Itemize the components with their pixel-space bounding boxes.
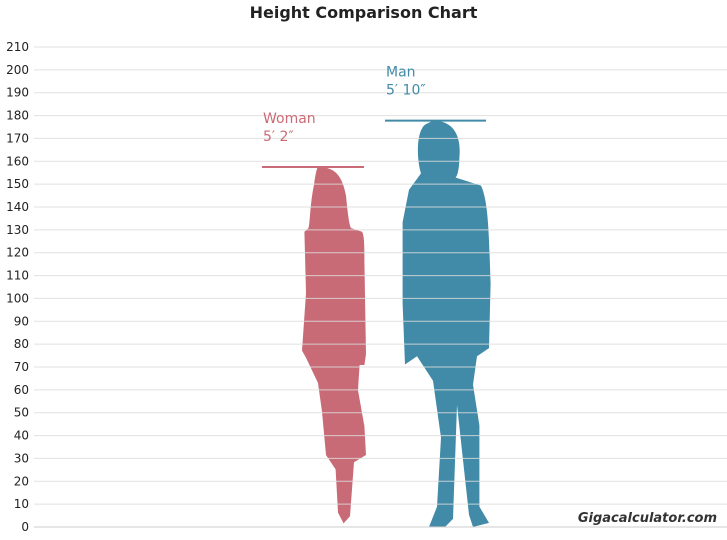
y-tick-label: 90 [14,314,29,328]
y-tick-label: 50 [14,406,29,420]
y-tick-label: 100 [6,291,29,305]
woman-height-label: 5′ 2″ [263,129,294,145]
y-tick-label: 140 [6,200,29,214]
woman-name-label: Woman [263,111,316,127]
y-tick-label: 200 [6,63,29,77]
y-tick-label: 0 [21,520,29,534]
y-tick-label: 40 [14,429,29,443]
man-height-label: 5′ 10″ [386,83,426,99]
y-tick-label: 150 [6,177,29,191]
y-tick-label: 80 [14,337,29,351]
y-tick-label: 30 [14,451,29,465]
man-silhouette [402,120,491,527]
y-tick-label: 60 [14,383,29,397]
y-tick-label: 130 [6,223,29,237]
y-tick-label: 190 [6,86,29,100]
chart-title: Height Comparison Chart [249,3,478,22]
y-tick-label: 20 [14,474,29,488]
y-tick-label: 10 [14,497,29,511]
watermark: Gigacalculator.com [577,511,717,526]
y-tick-label: 110 [6,269,29,283]
y-tick-label: 70 [14,360,29,374]
y-tick-label: 120 [6,246,29,260]
y-tick-label: 170 [6,131,29,145]
man-name-label: Man [386,65,416,81]
woman-silhouette [302,167,366,524]
y-tick-label: 210 [6,40,29,54]
y-tick-label: 180 [6,109,29,123]
y-tick-label: 160 [6,154,29,168]
